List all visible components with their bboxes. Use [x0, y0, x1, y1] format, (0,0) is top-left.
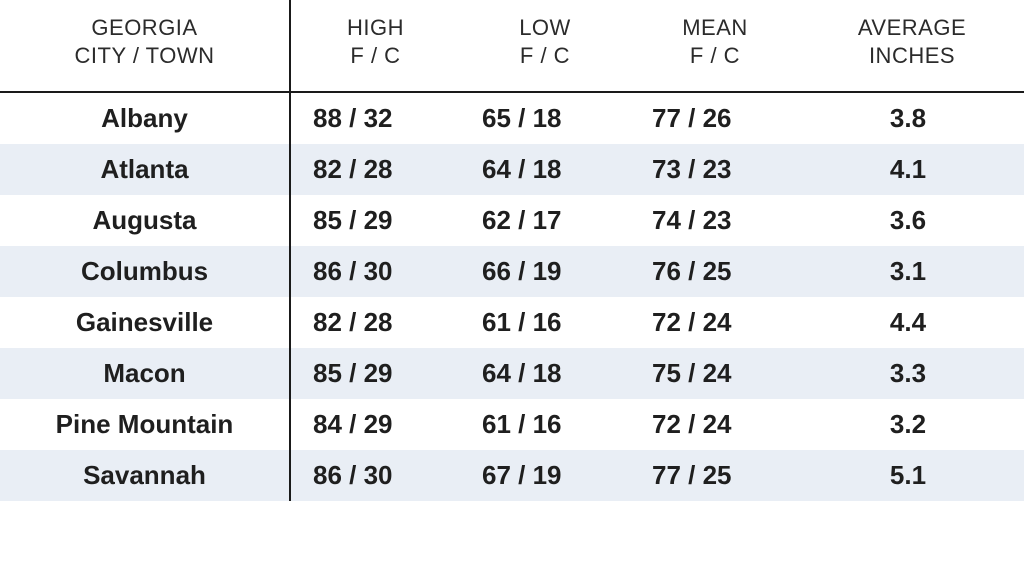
col-header-low-line2: F / C — [468, 42, 622, 70]
cell-low: 64 / 18 — [460, 144, 630, 195]
cell-mean: 75 / 24 — [630, 348, 800, 399]
cell-high: 82 / 28 — [290, 144, 460, 195]
cell-low: 65 / 18 — [460, 92, 630, 144]
cell-avg: 3.2 — [800, 399, 1024, 450]
col-header-high: HIGH F / C — [290, 0, 460, 92]
cell-city: Columbus — [0, 246, 290, 297]
col-header-high-line1: HIGH — [299, 14, 452, 42]
cell-city: Albany — [0, 92, 290, 144]
col-header-city-line2: CITY / TOWN — [8, 42, 281, 70]
cell-city: Augusta — [0, 195, 290, 246]
col-header-low: LOW F / C — [460, 0, 630, 92]
cell-avg: 5.1 — [800, 450, 1024, 501]
cell-high: 88 / 32 — [290, 92, 460, 144]
table-row: Columbus 86 / 30 66 / 19 76 / 25 3.1 — [0, 246, 1024, 297]
cell-high: 86 / 30 — [290, 450, 460, 501]
cell-low: 61 / 16 — [460, 297, 630, 348]
table-row: Augusta 85 / 29 62 / 17 74 / 23 3.6 — [0, 195, 1024, 246]
weather-table-container: GEORGIA CITY / TOWN HIGH F / C LOW F / C… — [0, 0, 1024, 576]
cell-high: 86 / 30 — [290, 246, 460, 297]
table-header-row: GEORGIA CITY / TOWN HIGH F / C LOW F / C… — [0, 0, 1024, 92]
col-header-mean: MEAN F / C — [630, 0, 800, 92]
cell-mean: 77 / 25 — [630, 450, 800, 501]
col-header-mean-line1: MEAN — [638, 14, 792, 42]
cell-avg: 3.6 — [800, 195, 1024, 246]
cell-city: Atlanta — [0, 144, 290, 195]
table-row: Atlanta 82 / 28 64 / 18 73 / 23 4.1 — [0, 144, 1024, 195]
cell-avg: 3.8 — [800, 92, 1024, 144]
cell-low: 62 / 17 — [460, 195, 630, 246]
col-header-mean-line2: F / C — [638, 42, 792, 70]
col-header-avg: AVERAGE INCHES — [800, 0, 1024, 92]
cell-high: 85 / 29 — [290, 348, 460, 399]
table-row: Albany 88 / 32 65 / 18 77 / 26 3.8 — [0, 92, 1024, 144]
cell-city: Gainesville — [0, 297, 290, 348]
cell-low: 64 / 18 — [460, 348, 630, 399]
cell-low: 66 / 19 — [460, 246, 630, 297]
cell-city: Macon — [0, 348, 290, 399]
table-row: Macon 85 / 29 64 / 18 75 / 24 3.3 — [0, 348, 1024, 399]
cell-high: 85 / 29 — [290, 195, 460, 246]
cell-avg: 4.4 — [800, 297, 1024, 348]
cell-low: 67 / 19 — [460, 450, 630, 501]
cell-mean: 74 / 23 — [630, 195, 800, 246]
cell-avg: 4.1 — [800, 144, 1024, 195]
cell-mean: 77 / 26 — [630, 92, 800, 144]
cell-high: 82 / 28 — [290, 297, 460, 348]
weather-table: GEORGIA CITY / TOWN HIGH F / C LOW F / C… — [0, 0, 1024, 501]
col-header-low-line1: LOW — [468, 14, 622, 42]
cell-avg: 3.1 — [800, 246, 1024, 297]
col-header-avg-line2: INCHES — [808, 42, 1016, 70]
table-body: Albany 88 / 32 65 / 18 77 / 26 3.8 Atlan… — [0, 92, 1024, 501]
col-header-city: GEORGIA CITY / TOWN — [0, 0, 290, 92]
col-header-city-line1: GEORGIA — [8, 14, 281, 42]
table-row: Gainesville 82 / 28 61 / 16 72 / 24 4.4 — [0, 297, 1024, 348]
table-row: Pine Mountain 84 / 29 61 / 16 72 / 24 3.… — [0, 399, 1024, 450]
cell-mean: 73 / 23 — [630, 144, 800, 195]
table-row: Savannah 86 / 30 67 / 19 77 / 25 5.1 — [0, 450, 1024, 501]
cell-mean: 72 / 24 — [630, 399, 800, 450]
col-header-avg-line1: AVERAGE — [808, 14, 1016, 42]
cell-mean: 76 / 25 — [630, 246, 800, 297]
cell-low: 61 / 16 — [460, 399, 630, 450]
cell-mean: 72 / 24 — [630, 297, 800, 348]
cell-city: Savannah — [0, 450, 290, 501]
cell-avg: 3.3 — [800, 348, 1024, 399]
col-header-high-line2: F / C — [299, 42, 452, 70]
cell-high: 84 / 29 — [290, 399, 460, 450]
cell-city: Pine Mountain — [0, 399, 290, 450]
